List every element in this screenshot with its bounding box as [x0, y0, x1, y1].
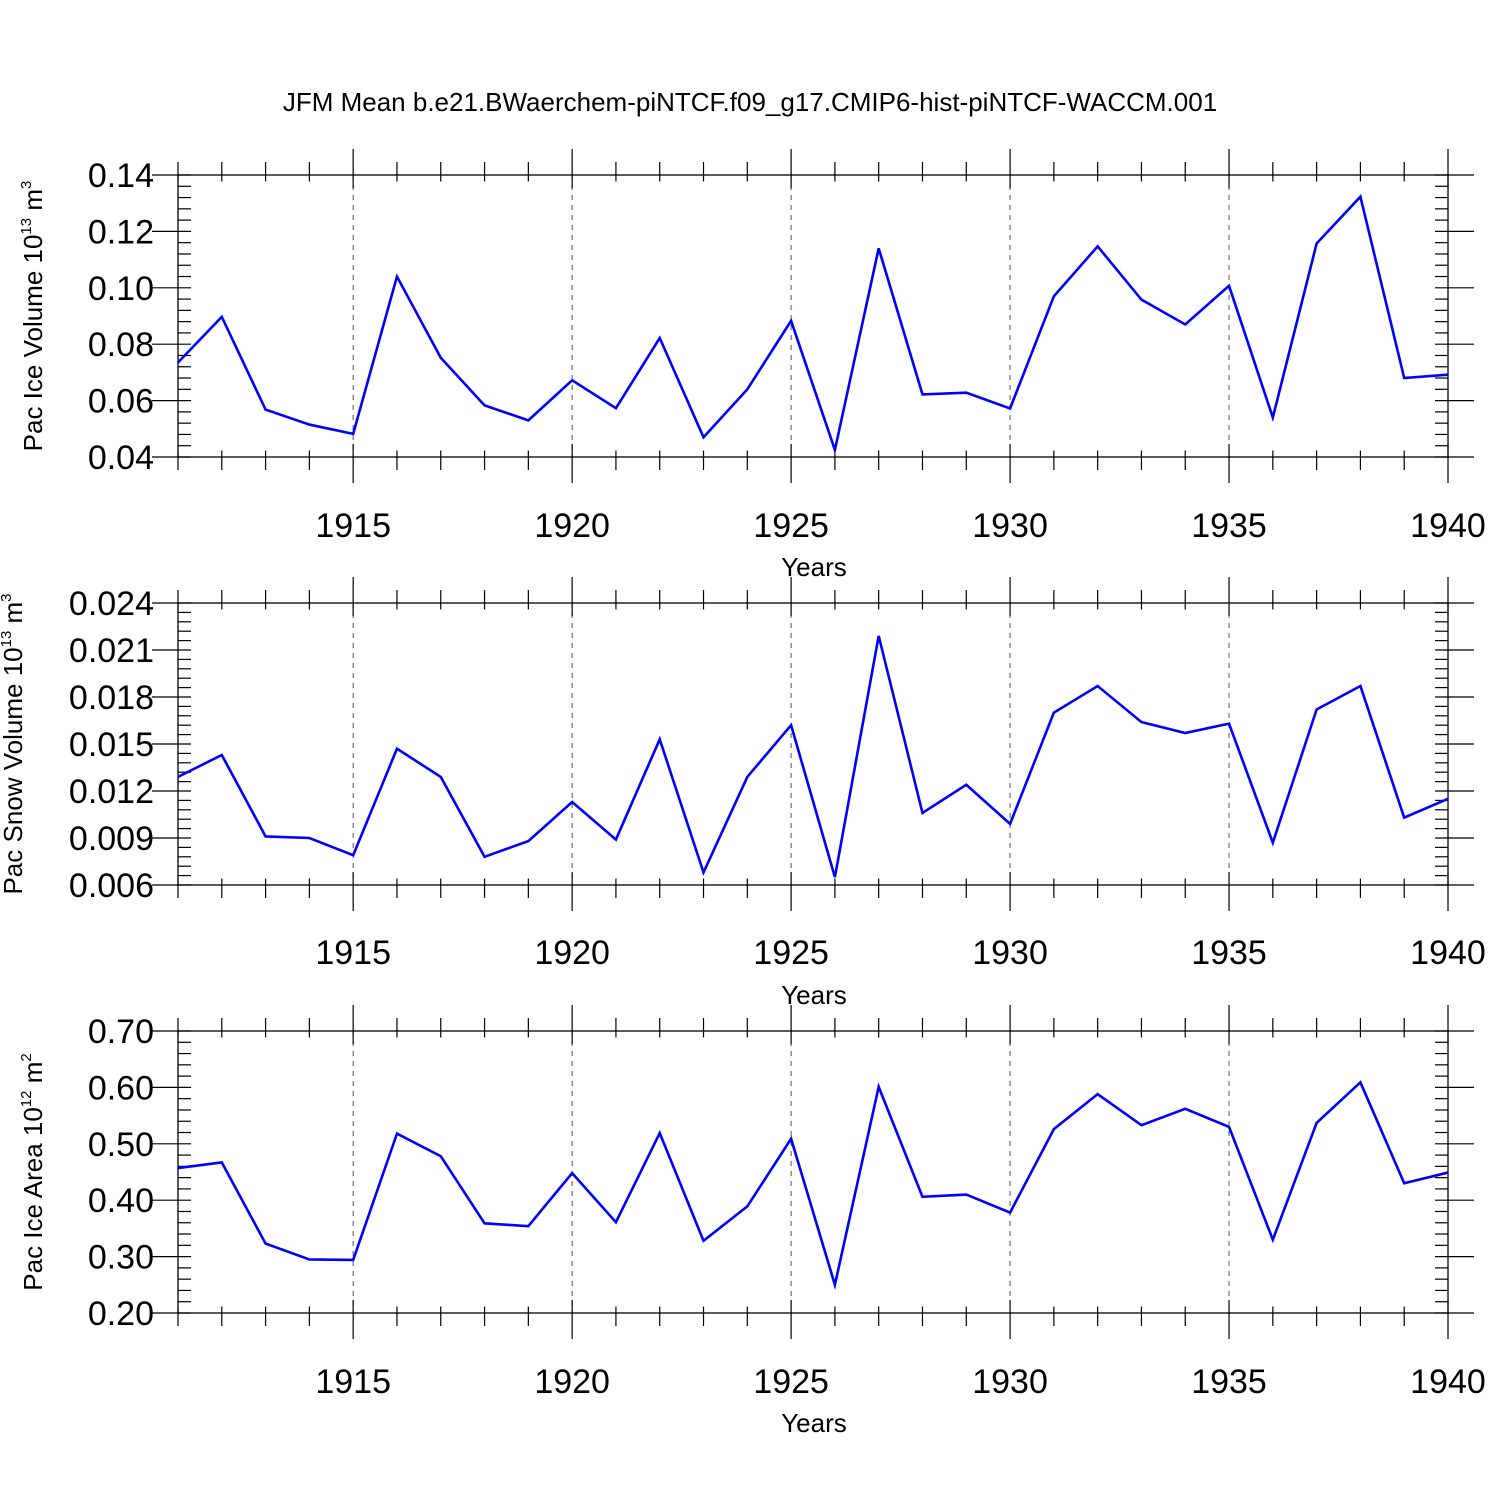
y-axis-title-unit: m	[0, 602, 28, 631]
y-axis-title-text: Pac Snow Volume 10	[0, 647, 28, 894]
panel-3: 0.20 0.30 0.40 0.50 0.60 0.70 1915 1920 1925 1930…	[18, 1005, 1486, 1438]
y-tick-label: 0.12	[88, 213, 154, 251]
y-axis-title-unit-exp: 3	[0, 593, 15, 601]
y-axis-title-exp: 13	[18, 218, 35, 235]
y-tick-label: 0.20	[88, 1295, 154, 1333]
x-tick-label: 1920	[534, 934, 610, 972]
x-tick-label: 1935	[1191, 934, 1267, 972]
y-tick-label: 0.40	[88, 1182, 154, 1220]
y-axis-title-unit: m	[18, 1062, 48, 1091]
x-tick-label: 1925	[753, 507, 829, 545]
x-tick-label: 1925	[753, 934, 829, 972]
panel-2: 0.006 0.009 0.012 0.015 0.018 0.021 0.024 1915 1…	[0, 577, 1486, 1010]
plot-frame	[177, 1030, 1449, 1314]
y-tick-label: 0.10	[88, 270, 154, 308]
x-tick-label: 1940	[1410, 1363, 1486, 1401]
x-tick-label: 1930	[972, 934, 1048, 972]
y-axis-title-unit: m	[18, 189, 48, 218]
plot-frame	[177, 174, 1449, 458]
x-axis-title: Years	[781, 552, 847, 582]
series-line	[177, 194, 1449, 455]
x-tick-label: 1935	[1191, 507, 1267, 545]
plot-frame	[177, 602, 1449, 886]
y-axis-title: Pac Snow Volume 1013 m3	[0, 593, 28, 894]
y-tick-label: 0.30	[88, 1239, 154, 1277]
y-axis-title: Pac Ice Area 1012 m2	[18, 1053, 48, 1290]
x-tick-label: 1920	[534, 1363, 610, 1401]
y-tick-label: 0.015	[69, 726, 154, 764]
panel-1: 0.04 0.06 0.08 0.10 0.12 0.14 1915 1920 1925 1930…	[18, 149, 1486, 582]
y-axis-title: Pac Ice Volume 1013 m3	[18, 181, 48, 452]
y-tick-label: 0.08	[88, 326, 154, 364]
x-axis-title: Years	[781, 980, 847, 1010]
figure-title: JFM Mean b.e21.BWaerchem-piNTCF.f09_g17.…	[283, 87, 1217, 117]
x-tick-label: 1915	[315, 934, 391, 972]
series-line	[177, 1080, 1449, 1290]
y-tick-label: 0.60	[88, 1069, 154, 1107]
y-tick-label: 0.024	[69, 585, 154, 623]
x-tick-label: 1920	[534, 507, 610, 545]
y-tick-label: 0.021	[69, 632, 154, 670]
y-tick-label: 0.012	[69, 773, 154, 811]
y-tick-label: 0.06	[88, 383, 154, 421]
series-line	[177, 635, 1449, 878]
y-axis-title-text: Pac Ice Volume 10	[18, 235, 48, 452]
y-axis-title-unit-exp: 3	[18, 181, 35, 189]
y-axis-title-unit-exp: 2	[18, 1053, 35, 1061]
x-tick-label: 1925	[753, 1363, 829, 1401]
x-tick-label: 1930	[972, 507, 1048, 545]
y-tick-label: 0.70	[88, 1013, 154, 1051]
panels: 0.04 0.06 0.08 0.10 0.12 0.14 1915 1920 1925 1930…	[0, 149, 1486, 1438]
y-tick-label: 0.009	[69, 820, 154, 858]
y-axis-title-exp: 13	[0, 631, 15, 648]
y-tick-label: 0.50	[88, 1126, 154, 1164]
x-tick-label: 1935	[1191, 1363, 1267, 1401]
y-tick-label: 0.04	[88, 439, 154, 477]
x-tick-label: 1930	[972, 1363, 1048, 1401]
x-tick-label: 1940	[1410, 507, 1486, 545]
y-axis-title-exp: 12	[18, 1090, 35, 1107]
x-tick-label: 1915	[315, 507, 391, 545]
x-tick-label: 1915	[315, 1363, 391, 1401]
y-tick-label: 0.018	[69, 679, 154, 717]
y-axis-title-text: Pac Ice Area 10	[18, 1107, 48, 1291]
x-axis-title: Years	[781, 1408, 847, 1438]
x-tick-label: 1940	[1410, 934, 1486, 972]
y-tick-label: 0.14	[88, 157, 154, 195]
y-tick-label: 0.006	[69, 867, 154, 905]
